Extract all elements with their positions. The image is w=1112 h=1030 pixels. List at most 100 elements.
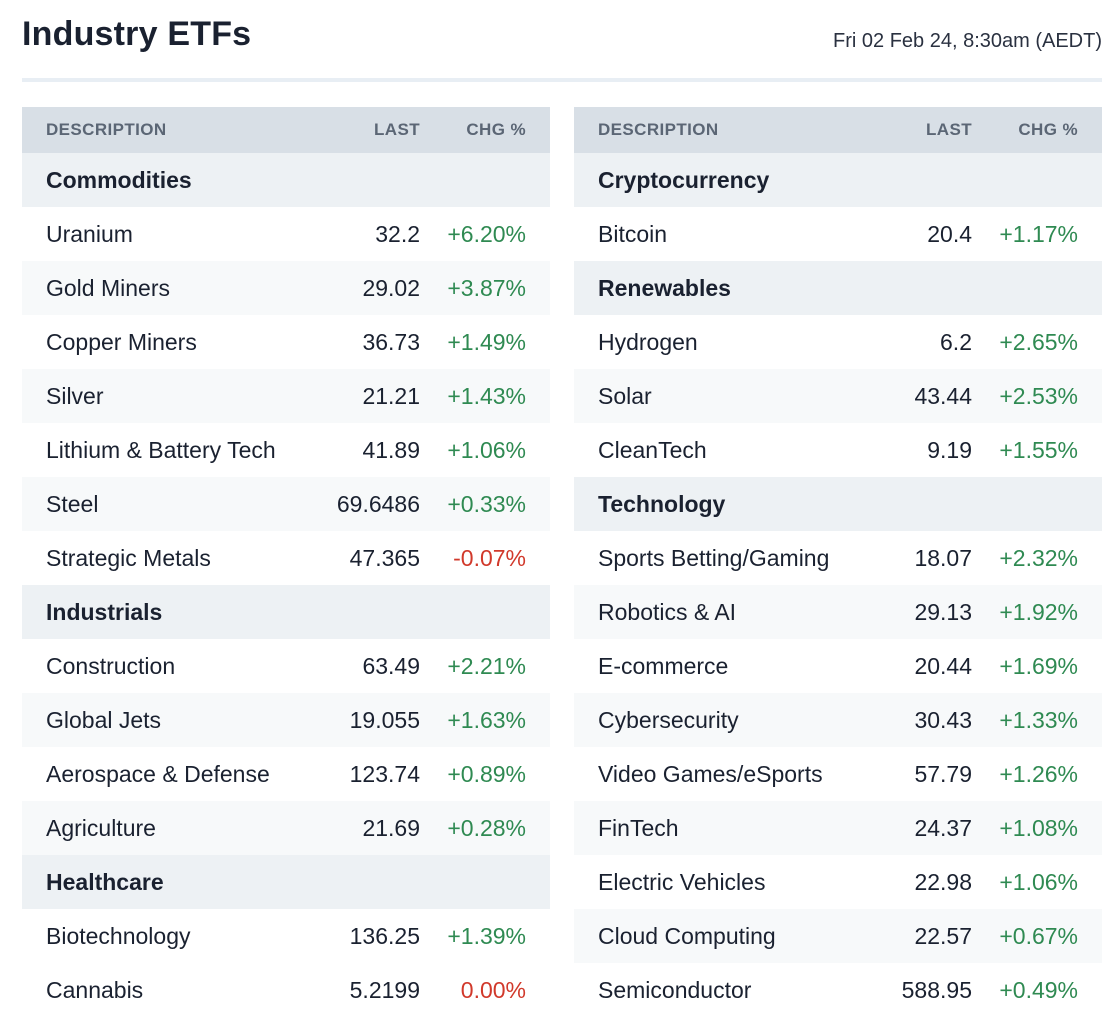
etf-description: Silver xyxy=(46,382,104,409)
category-label: Industrials xyxy=(46,598,163,625)
etf-change-percent: +0.28% xyxy=(447,814,526,841)
etf-change-percent: +3.87% xyxy=(447,274,526,301)
etf-description: Lithium & Battery Tech xyxy=(46,436,276,463)
table-row: E-commerce 20.44 +1.69% xyxy=(574,639,1102,693)
etf-last-price: 29.13 xyxy=(914,598,972,625)
etf-change-percent: +0.49% xyxy=(999,976,1078,1003)
etf-description: Bitcoin xyxy=(598,220,668,247)
etf-change-percent: +1.92% xyxy=(999,598,1078,625)
etf-last-price: 32.2 xyxy=(375,220,420,247)
table-row: Construction 63.49 +2.21% xyxy=(22,639,550,693)
etf-last-price: 30.43 xyxy=(914,706,972,733)
category-label: Renewables xyxy=(598,274,731,301)
category-label: Healthcare xyxy=(46,868,164,895)
etf-description: Global Jets xyxy=(46,706,162,733)
table-row: Silver 21.21 +1.43% xyxy=(22,369,550,423)
etf-change-percent: +0.89% xyxy=(447,760,526,787)
etf-description: Cloud Computing xyxy=(598,922,776,949)
category-row: Healthcare xyxy=(22,855,550,909)
table-row: Cannabis 5.2199 0.00% xyxy=(22,963,550,1017)
etf-description: FinTech xyxy=(598,814,679,841)
column-header-description: DESCRIPTION xyxy=(46,120,167,139)
etf-change-percent: +0.67% xyxy=(999,922,1078,949)
etf-description: Solar xyxy=(598,382,652,409)
etf-last-price: 47.365 xyxy=(349,544,420,571)
table-row: Cybersecurity 30.43 +1.33% xyxy=(574,693,1102,747)
etf-description: Steel xyxy=(46,490,99,517)
page-header: Industry ETFs Fri 02 Feb 24, 8:30am (AED… xyxy=(22,0,1102,82)
etf-last-price: 9.19 xyxy=(927,436,972,463)
etf-change-percent: +1.43% xyxy=(447,382,526,409)
category-row: Cryptocurrency xyxy=(574,153,1102,207)
etf-last-price: 69.6486 xyxy=(336,490,420,517)
etf-change-percent: +1.63% xyxy=(447,706,526,733)
etf-last-price: 43.44 xyxy=(914,382,972,409)
column-header-description: DESCRIPTION xyxy=(598,120,719,139)
table-row: Robotics & AI 29.13 +1.92% xyxy=(574,585,1102,639)
table-row: Uranium 32.2 +6.20% xyxy=(22,207,550,261)
etf-change-percent: +1.55% xyxy=(999,436,1078,463)
table-row: Hydrogen 6.2 +2.65% xyxy=(574,315,1102,369)
etf-description: Gold Miners xyxy=(46,274,170,301)
etf-last-price: 22.57 xyxy=(914,922,972,949)
etf-description: Electric Vehicles xyxy=(598,868,766,895)
table-row: Steel 69.6486 +0.33% xyxy=(22,477,550,531)
etf-change-percent: +1.69% xyxy=(999,652,1078,679)
table-row: Copper Miners 36.73 +1.49% xyxy=(22,315,550,369)
table-row: Video Games/eSports 57.79 +1.26% xyxy=(574,747,1102,801)
etf-change-percent: +6.20% xyxy=(447,220,526,247)
etf-last-price: 24.37 xyxy=(914,814,972,841)
etf-description: Sports Betting/Gaming xyxy=(598,544,830,571)
etf-table-right: DESCRIPTION LAST CHG % Cryptocurrency Bit… xyxy=(574,107,1102,1017)
etf-description: Agriculture xyxy=(46,814,156,841)
page-title: Industry ETFs xyxy=(22,15,252,53)
etf-change-percent: +1.33% xyxy=(999,706,1078,733)
etf-change-percent: -0.07% xyxy=(453,544,526,571)
etf-last-price: 18.07 xyxy=(914,544,972,571)
etf-change-percent: +1.26% xyxy=(999,760,1078,787)
column-header-last: LAST xyxy=(926,120,972,139)
etf-last-price: 588.95 xyxy=(901,976,972,1003)
category-row: Technology xyxy=(574,477,1102,531)
etf-description: Construction xyxy=(46,652,176,679)
etf-change-percent: +1.17% xyxy=(999,220,1078,247)
etf-table-left: DESCRIPTION LAST CHG % Commodities Uraniu… xyxy=(22,107,550,1017)
etf-last-price: 19.055 xyxy=(349,706,420,733)
category-row: Commodities xyxy=(22,153,550,207)
etf-last-price: 22.98 xyxy=(914,868,972,895)
etf-last-price: 21.69 xyxy=(362,814,420,841)
etf-description: Robotics & AI xyxy=(598,598,737,625)
table-row: Bitcoin 20.4 +1.17% xyxy=(574,207,1102,261)
etf-change-percent: +2.32% xyxy=(999,544,1078,571)
etf-last-price: 41.89 xyxy=(362,436,420,463)
etf-change-percent: +1.49% xyxy=(447,328,526,355)
etf-description: Strategic Metals xyxy=(46,544,211,571)
etf-description: Aerospace & Defense xyxy=(46,760,270,787)
table-row: Strategic Metals 47.365 -0.07% xyxy=(22,531,550,585)
etf-last-price: 63.49 xyxy=(362,652,420,679)
etf-change-percent: +2.65% xyxy=(999,328,1078,355)
column-header-chg: CHG % xyxy=(466,120,526,139)
etf-last-price: 21.21 xyxy=(362,382,420,409)
etf-description: Cannabis xyxy=(46,976,144,1003)
etf-description: Biotechnology xyxy=(46,922,191,949)
etf-description: Semiconductor xyxy=(598,976,752,1003)
etf-description: Cybersecurity xyxy=(598,706,739,733)
column-header-chg: CHG % xyxy=(1018,120,1078,139)
etf-change-percent: +0.33% xyxy=(447,490,526,517)
etf-last-price: 20.4 xyxy=(927,220,972,247)
table-row: Aerospace & Defense 123.74 +0.89% xyxy=(22,747,550,801)
etf-change-percent: +2.53% xyxy=(999,382,1078,409)
category-row: Industrials xyxy=(22,585,550,639)
column-header-last: LAST xyxy=(374,120,420,139)
category-label: Commodities xyxy=(46,166,192,193)
etf-change-percent: 0.00% xyxy=(460,976,526,1003)
table-row: FinTech 24.37 +1.08% xyxy=(574,801,1102,855)
etf-last-price: 136.25 xyxy=(349,922,420,949)
category-label: Cryptocurrency xyxy=(598,166,770,193)
etf-last-price: 36.73 xyxy=(362,328,420,355)
etf-change-percent: +1.39% xyxy=(447,922,526,949)
etf-change-percent: +1.06% xyxy=(447,436,526,463)
table-header-row: DESCRIPTION LAST CHG % xyxy=(22,107,550,153)
etf-last-price: 29.02 xyxy=(362,274,420,301)
